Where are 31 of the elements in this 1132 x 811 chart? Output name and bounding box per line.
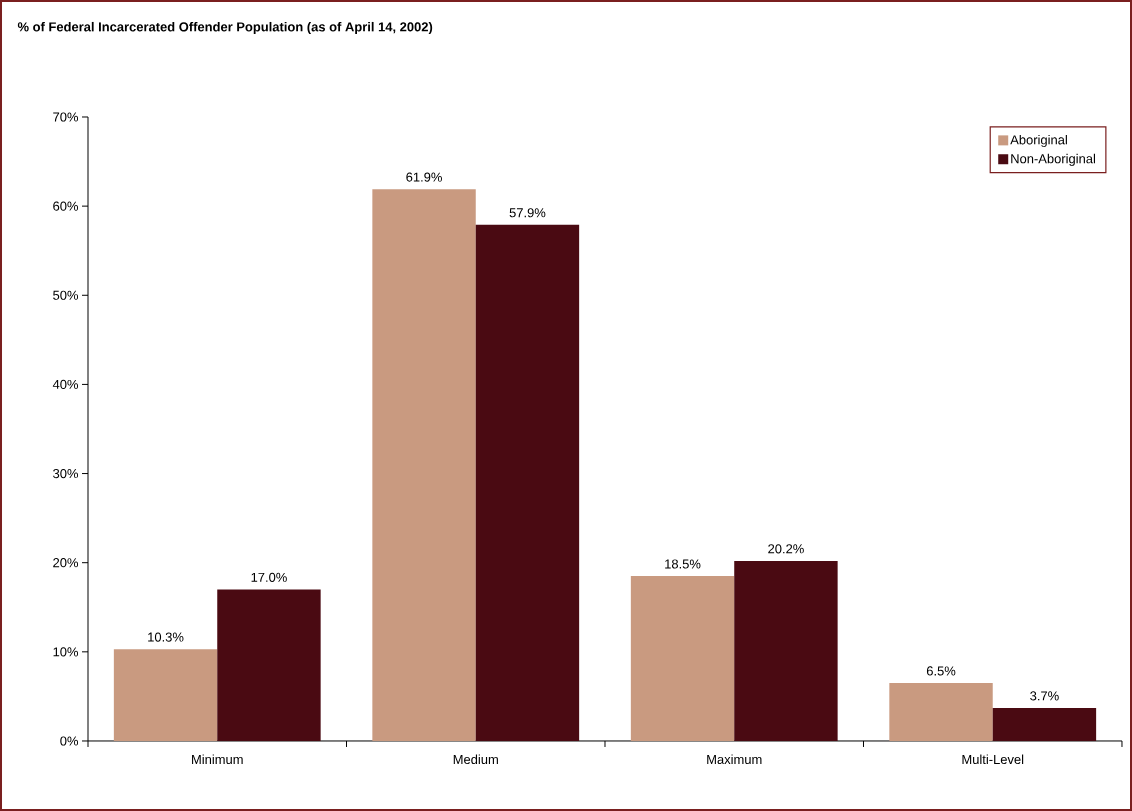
bar <box>992 708 1097 741</box>
y-tick-label: 60% <box>53 201 79 211</box>
y-tick-label: 20% <box>53 558 79 568</box>
y-tick-label: 70% <box>53 112 79 122</box>
x-tick-label: Maximum <box>707 754 762 765</box>
legend-label: Aboriginal <box>1010 134 1067 148</box>
data-label: 17.0% <box>251 572 287 582</box>
bar <box>475 224 580 741</box>
y-tick-label: 10% <box>53 647 79 657</box>
bar <box>734 560 838 741</box>
data-label: 57.9% <box>509 208 546 218</box>
legend-label: Non-Aboriginal <box>1011 153 1095 166</box>
bar <box>113 649 218 741</box>
data-label: 3.7% <box>1030 691 1059 701</box>
bar <box>217 589 321 741</box>
y-tick-label: 50% <box>53 290 79 300</box>
x-tick-label: Multi-Level <box>962 754 1024 765</box>
bar <box>889 683 993 741</box>
data-label: 6.5% <box>926 666 956 676</box>
x-tick-label: Medium <box>453 754 498 765</box>
y-tick-label: 30% <box>53 468 79 479</box>
data-label: 20.2% <box>768 544 804 554</box>
x-tick-label: Minimum <box>192 754 243 765</box>
y-tick-label: 0% <box>60 736 79 746</box>
chart-title: % of Federal Incarcerated Offender Population (as of April 14, 2002) <box>17 21 433 35</box>
data-label: 61.9% <box>406 172 442 182</box>
bar <box>372 189 476 741</box>
bar <box>630 576 735 741</box>
data-label: 18.5% <box>665 559 701 569</box>
y-tick-label: 40% <box>52 379 79 389</box>
data-label: 10.3% <box>148 632 184 642</box>
